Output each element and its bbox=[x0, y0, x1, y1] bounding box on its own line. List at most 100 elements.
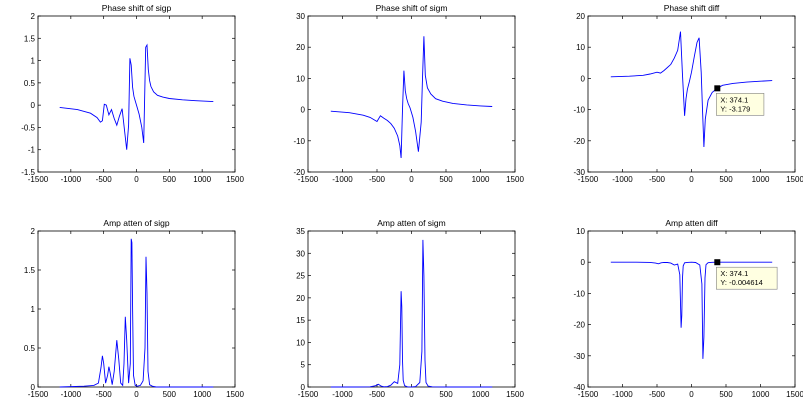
y-tick-label: 20 bbox=[296, 294, 305, 303]
plot-area bbox=[307, 230, 516, 388]
datatip-x: X: 374.1 bbox=[720, 269, 748, 278]
series-line bbox=[330, 36, 493, 159]
subplot-2: Phase shift of sigm-1500 -1000 -500 0 500 100… bbox=[293, 3, 524, 184]
y-tick-label: 10 bbox=[576, 43, 585, 52]
x-tick-label: 1500 bbox=[506, 175, 524, 184]
x-tick-label: 500 bbox=[439, 175, 453, 184]
y-tick-label: -30 bbox=[573, 352, 585, 361]
x-tick-label: -1000 bbox=[612, 175, 633, 184]
y-tick-label: 2 bbox=[31, 227, 36, 236]
y-tick-label: 10 bbox=[296, 338, 305, 347]
x-tick-label: 1500 bbox=[786, 175, 803, 184]
datatip-marker[interactable] bbox=[714, 259, 721, 266]
y-tick-label: -10 bbox=[573, 106, 585, 115]
datatip-box bbox=[716, 266, 778, 290]
y-tick-label: -20 bbox=[573, 137, 585, 146]
x-tick-label: 500 bbox=[163, 175, 177, 184]
series-line bbox=[59, 238, 214, 388]
y-tick-label: -10 bbox=[573, 289, 585, 298]
series-line bbox=[330, 239, 493, 388]
x-tick-label: 0 bbox=[409, 390, 414, 399]
x-tick-label: 1500 bbox=[226, 390, 244, 399]
plot-area bbox=[37, 15, 236, 173]
x-tick-label: -500 bbox=[369, 390, 386, 399]
y-tick-label: 10 bbox=[576, 227, 585, 236]
y-tick-label: 0.5 bbox=[24, 79, 36, 88]
x-tick-label: 0 bbox=[134, 390, 139, 399]
plot-area bbox=[587, 230, 796, 388]
y-tick-label: 1 bbox=[31, 57, 36, 66]
chart-title: Phase shift of sigm bbox=[376, 3, 448, 13]
y-tick-label: 0 bbox=[581, 74, 586, 83]
y-tick-label: -40 bbox=[573, 383, 585, 392]
x-tick-label: -1500 bbox=[298, 390, 319, 399]
y-tick-label: 1 bbox=[31, 305, 36, 314]
x-tick-label: 1000 bbox=[472, 175, 490, 184]
x-tick-label: 1000 bbox=[472, 390, 490, 399]
y-tick-label: 30 bbox=[296, 12, 305, 21]
y-tick-label: -1 bbox=[28, 146, 36, 155]
x-tick-label: -500 bbox=[96, 390, 113, 399]
x-tick-label: 1500 bbox=[506, 390, 524, 399]
y-tick-label: 15 bbox=[296, 316, 305, 325]
y-tick-label: 0 bbox=[301, 106, 306, 115]
x-tick-label: 0 bbox=[689, 390, 694, 399]
subplot-3: Phase shift diff -1500 -1000 -500 0 500 1000 15… bbox=[573, 3, 803, 184]
chart-title: Amp atten diff bbox=[665, 218, 718, 228]
chart-title: Phase shift diff bbox=[664, 3, 720, 13]
y-tick-label: -20 bbox=[573, 321, 585, 330]
y-tick-label: 25 bbox=[296, 272, 305, 281]
y-tick-label: -0.5 bbox=[21, 123, 35, 132]
x-tick-label: -1000 bbox=[61, 390, 82, 399]
subplot-5: Amp atten of sigm -1500 -1000 -500 0 500 1000 1… bbox=[296, 218, 524, 399]
y-tick-label: -10 bbox=[293, 137, 305, 146]
x-tick-label: 500 bbox=[439, 390, 453, 399]
y-tick-label: 0.5 bbox=[24, 344, 36, 353]
x-tick-label: 1500 bbox=[226, 175, 244, 184]
x-tick-label: 1500 bbox=[786, 390, 803, 399]
x-tick-label: 0 bbox=[689, 175, 694, 184]
subplot-6: Amp atten diff -1500 -1000 -500 0 500 1000 1500… bbox=[573, 218, 803, 399]
x-tick-label: 1000 bbox=[752, 175, 770, 184]
x-tick-label: -500 bbox=[649, 390, 666, 399]
chart-title: Amp atten of sigp bbox=[103, 218, 169, 228]
x-tick-label: 500 bbox=[163, 390, 177, 399]
y-tick-label: 0 bbox=[581, 258, 586, 267]
y-tick-label: 10 bbox=[296, 74, 305, 83]
x-tick-label: -1500 bbox=[28, 175, 49, 184]
x-tick-label: -500 bbox=[369, 175, 386, 184]
y-tick-label: 0 bbox=[301, 383, 306, 392]
subplot-1: Phase shift of sigp -1500 -1000 -500 0 500 100… bbox=[21, 3, 244, 184]
series-line bbox=[59, 43, 214, 150]
x-tick-label: -1000 bbox=[332, 390, 353, 399]
y-tick-label: -20 bbox=[293, 168, 305, 177]
x-tick-label: -500 bbox=[96, 175, 113, 184]
subplot-4: Amp atten of sigp -1500 -1000 -500 0 500 1000 1… bbox=[24, 218, 245, 399]
x-tick-label: -1500 bbox=[298, 175, 319, 184]
x-tick-label: 1000 bbox=[193, 175, 211, 184]
x-tick-label: 500 bbox=[719, 390, 733, 399]
y-tick-label: 5 bbox=[301, 361, 306, 370]
chart-title: Phase shift of sigp bbox=[102, 3, 172, 13]
x-tick-label: -1500 bbox=[578, 390, 599, 399]
datatip-marker[interactable] bbox=[714, 85, 721, 92]
x-tick-label: -1000 bbox=[332, 175, 353, 184]
x-tick-label: 0 bbox=[409, 175, 414, 184]
y-tick-label: 30 bbox=[296, 249, 305, 258]
x-tick-label: 1000 bbox=[752, 390, 770, 399]
y-tick-label: 20 bbox=[296, 43, 305, 52]
y-tick-label: 1.5 bbox=[24, 34, 36, 43]
datatip-y: Y: -3.179 bbox=[720, 104, 750, 113]
x-tick-label: 1000 bbox=[193, 390, 211, 399]
x-tick-label: -500 bbox=[649, 175, 666, 184]
y-tick-label: 1.5 bbox=[24, 266, 36, 275]
y-tick-label: 20 bbox=[576, 12, 585, 21]
datatip-x: X: 374.1 bbox=[720, 95, 748, 104]
datatip-y: Y: -0.004614 bbox=[720, 278, 763, 287]
datatip-box bbox=[716, 93, 765, 116]
chart-title: Amp atten of sigm bbox=[377, 218, 446, 228]
x-tick-label: -1500 bbox=[578, 175, 599, 184]
x-tick-label: -1000 bbox=[612, 390, 633, 399]
y-tick-label: 0 bbox=[31, 101, 36, 110]
x-tick-label: -1000 bbox=[61, 175, 82, 184]
